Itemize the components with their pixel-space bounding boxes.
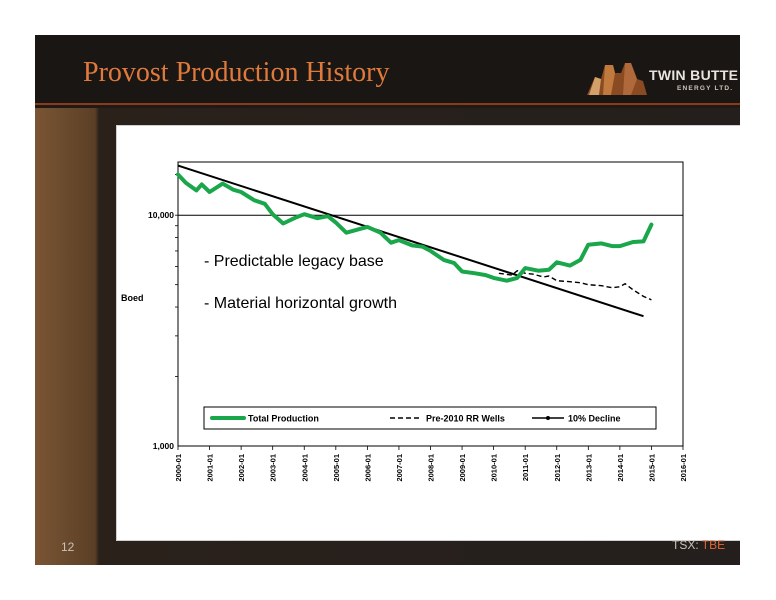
x-tick-label: 2005-01 <box>332 454 341 482</box>
x-axis-ticks: 2000-01 2001-01 2002-01 2003-01 2004-01 2005-… <box>174 446 688 482</box>
logo-subtitle: ENERGY LTD. <box>677 85 734 92</box>
slide-header: Provost Production History TWIN BUTTE EN… <box>35 35 740 105</box>
y-tick-label: 10,000 <box>148 210 174 220</box>
series-line-10-decline <box>177 164 644 318</box>
x-tick-label: 2015-01 <box>647 454 656 482</box>
x-tick-label: 2011-01 <box>521 454 530 481</box>
production-chart: 10,000 1,000 2000-01 2001-01 2002-01 2003-01… <box>121 161 688 482</box>
x-tick-label: 2006-01 <box>363 454 372 482</box>
x-tick-label: 2016-01 <box>679 454 688 482</box>
legend-pre-2010-rr-wells-label: Pre-2010 RR Wells <box>426 414 505 424</box>
header-rule <box>35 103 740 105</box>
x-tick-label: 2013-01 <box>584 454 593 482</box>
x-tick-label: 2004-01 <box>300 454 309 482</box>
legend-10-decline-label: 10% Decline <box>568 414 621 424</box>
legend-10-decline-marker <box>546 416 550 420</box>
series-layer <box>176 164 654 318</box>
x-tick-label: 2010-01 <box>490 454 499 482</box>
butte-mountain-icon <box>587 63 647 95</box>
legend-total-production-label: Total Production <box>248 414 319 424</box>
x-tick-label: 2008-01 <box>427 454 436 482</box>
page-number: 12 <box>61 540 75 554</box>
slide: Provost Production History TWIN BUTTE EN… <box>35 35 740 565</box>
logo-name: TWIN BUTTE <box>649 67 739 83</box>
series-line-total-production <box>176 172 654 283</box>
legend-box <box>203 406 657 430</box>
slide-title: Provost Production History <box>83 57 390 88</box>
x-tick-label: 2009-01 <box>458 454 467 482</box>
company-logo: TWIN BUTTE ENERGY LTD. <box>585 55 739 99</box>
y-axis-ticks: 10,000 1,000 <box>148 174 178 451</box>
ticker-prefix: TSX: <box>672 538 702 552</box>
production-chart-panel: 10,000 1,000 2000-01 2001-01 2002-01 2003-01… <box>116 125 740 541</box>
y-tick-label: 1,000 <box>153 441 175 451</box>
ticker-symbol: TBE <box>701 538 726 552</box>
x-tick-label: 2000-01 <box>174 454 183 482</box>
y-axis-label: Boed <box>121 293 144 303</box>
annotation-legacy-base: - Predictable legacy base <box>204 253 384 270</box>
x-tick-label: 2001-01 <box>206 454 215 482</box>
stock-ticker: TSX: TBE <box>672 538 725 552</box>
annotation-horizontal-growth: - Material horizontal growth <box>204 295 397 312</box>
chart-legend: Total Production Pre-2010 RR Wells 10% Dec… <box>203 406 657 430</box>
x-tick-label: 2003-01 <box>269 454 278 482</box>
x-tick-label: 2014-01 <box>616 454 625 482</box>
x-tick-label: 2002-01 <box>237 454 246 482</box>
x-tick-label: 2007-01 <box>395 454 404 482</box>
x-tick-label: 2012-01 <box>553 454 562 482</box>
